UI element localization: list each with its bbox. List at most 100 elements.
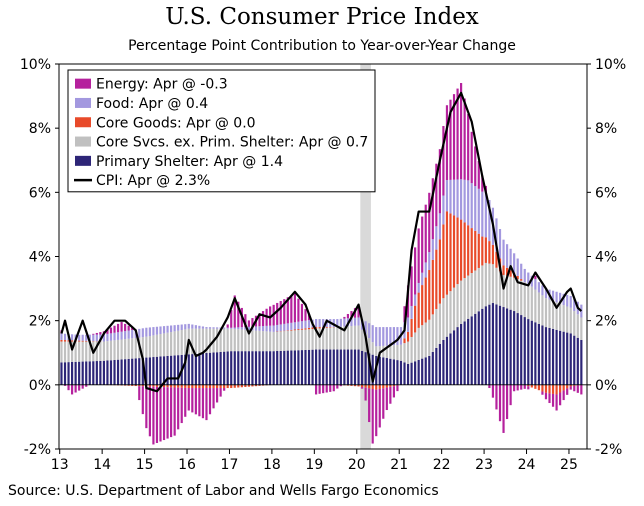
- bar-core-goods: [247, 384, 250, 387]
- bar-food: [406, 317, 410, 332]
- bar-primary-shelter: [360, 350, 364, 385]
- bar-core-goods: [290, 329, 293, 331]
- bar-food: [127, 330, 130, 339]
- bar-core-goods: [240, 384, 243, 388]
- bar-food: [353, 317, 357, 326]
- bar-core-goods: [460, 219, 463, 281]
- bar-core-goods: [350, 384, 353, 386]
- bar-energy: [428, 192, 431, 253]
- bar-core-services: [208, 328, 212, 353]
- bar-core-services: [562, 305, 565, 332]
- bar-core-goods: [566, 384, 569, 389]
- x-tick-label: 14: [93, 457, 111, 473]
- bar-energy: [131, 327, 134, 330]
- bar-primary-shelter: [509, 309, 512, 385]
- bar-core-goods: [474, 230, 477, 271]
- bar-food: [495, 218, 498, 252]
- bar-core-services: [60, 341, 63, 363]
- bar-core-goods: [219, 384, 222, 389]
- bar-energy: [304, 309, 307, 321]
- legend-swatch-primary-shelter: [75, 155, 91, 166]
- bar-energy: [258, 313, 261, 327]
- bar-core-goods: [170, 384, 173, 388]
- bar-food: [240, 327, 243, 330]
- bar-energy: [456, 88, 459, 180]
- legend-label-energy: Energy: Apr @ -0.3: [96, 77, 228, 93]
- bar-food: [343, 318, 346, 327]
- y-tick-label-left: 2%: [29, 314, 51, 330]
- bar-primary-shelter: [484, 306, 487, 385]
- y-tick-label-right: 8%: [595, 121, 617, 137]
- bar-energy: [187, 388, 190, 411]
- bar-energy: [417, 228, 420, 283]
- bar-energy: [322, 384, 325, 394]
- legend-label-primary-shelter: Primary Shelter: Apr @ 1.4: [96, 154, 283, 170]
- bar-primary-shelter: [322, 349, 325, 385]
- bar-core-services: [230, 328, 233, 352]
- bar-energy: [300, 303, 304, 322]
- bar-energy: [74, 384, 77, 393]
- bar-food: [201, 326, 205, 329]
- bar-primary-shelter: [385, 358, 388, 385]
- bar-energy: [116, 323, 120, 333]
- bar-primary-shelter: [173, 355, 176, 385]
- bar-food: [463, 179, 466, 223]
- legend-swatch-energy: [75, 78, 91, 89]
- bar-energy: [113, 325, 116, 333]
- bar-primary-shelter: [265, 351, 268, 385]
- bar-core-goods: [403, 338, 406, 344]
- bar-food: [562, 293, 565, 306]
- bar-food: [378, 327, 381, 347]
- x-tick-label: 25: [560, 457, 578, 473]
- bar-core-goods: [237, 384, 240, 388]
- bar-core-services: [258, 330, 261, 352]
- bar-energy: [442, 126, 445, 196]
- bar-food: [537, 282, 540, 293]
- legend-swatch-core-goods: [75, 117, 91, 128]
- bar-primary-shelter: [191, 354, 194, 385]
- bar-energy: [141, 386, 144, 415]
- bar-food: [520, 263, 523, 280]
- bar-food: [304, 320, 307, 329]
- bar-core-services: [544, 298, 548, 328]
- bar-energy: [145, 386, 148, 429]
- bar-primary-shelter: [286, 350, 289, 385]
- bar-primary-shelter: [208, 352, 212, 385]
- bar-core-goods: [315, 327, 318, 329]
- bar-core-services: [414, 332, 417, 362]
- bar-core-services: [70, 341, 74, 362]
- bar-energy: [350, 311, 353, 318]
- bar-food: [194, 325, 197, 329]
- bar-core-services: [513, 277, 516, 312]
- bar-core-services: [254, 330, 258, 352]
- bar-core-services: [424, 322, 427, 358]
- bar-primary-shelter: [491, 303, 495, 385]
- bar-primary-shelter: [177, 355, 180, 385]
- bar-food: [396, 327, 399, 345]
- bar-primary-shelter: [336, 349, 339, 385]
- bar-primary-shelter: [580, 339, 583, 385]
- bar-core-goods: [495, 251, 498, 268]
- bar-primary-shelter: [477, 311, 480, 385]
- bar-core-goods: [208, 384, 212, 389]
- x-tick-label: 20: [348, 457, 366, 473]
- bar-core-services: [442, 298, 445, 340]
- bar-core-goods: [85, 340, 88, 342]
- bar-core-services: [290, 330, 293, 351]
- bar-food: [442, 195, 445, 225]
- bar-energy: [566, 388, 569, 395]
- bar-core-services: [534, 289, 537, 323]
- bar-energy: [534, 275, 537, 279]
- bar-food: [170, 325, 173, 333]
- bar-food: [124, 331, 127, 340]
- bar-energy: [488, 384, 491, 389]
- bar-core-services: [191, 328, 194, 355]
- bar-core-services: [300, 329, 304, 351]
- bar-core-services: [392, 345, 395, 360]
- bar-energy: [396, 385, 399, 392]
- bar-energy: [449, 99, 452, 180]
- bar-core-goods: [555, 384, 558, 395]
- y-tick-label-right: 0%: [595, 378, 617, 394]
- bar-food: [212, 327, 215, 329]
- bar-energy: [124, 323, 127, 332]
